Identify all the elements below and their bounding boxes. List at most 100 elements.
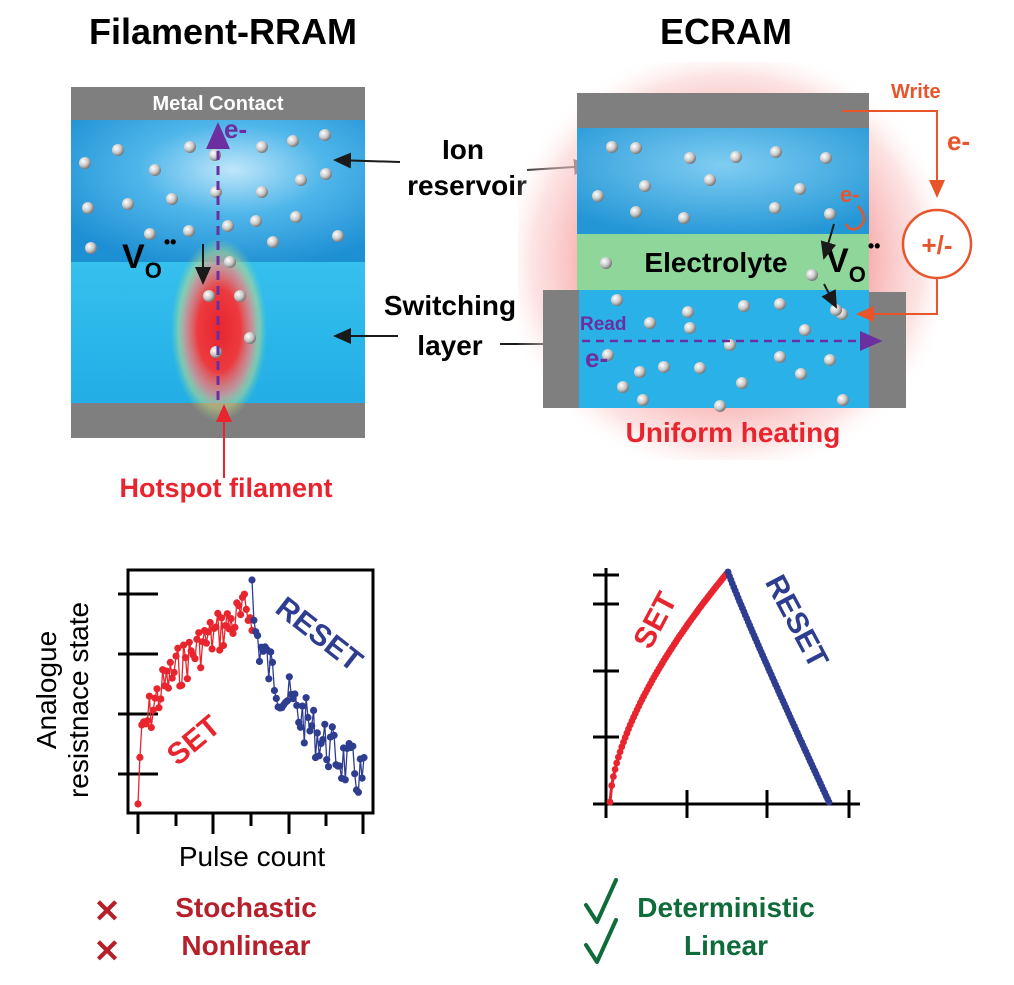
ecram-set-point	[616, 748, 624, 756]
write-wire	[842, 110, 945, 198]
rram-set-point	[183, 675, 191, 683]
rram-set-point	[145, 692, 153, 700]
vacancy-particle	[144, 228, 156, 240]
ion-particle	[630, 206, 642, 218]
vacancy-particle	[290, 211, 302, 223]
rram-set-point	[242, 605, 250, 614]
ion-particle	[837, 394, 849, 406]
ecram-electrolyte-layer	[577, 234, 869, 290]
ecram-device: Electrolyte VO•• e- Read e-	[518, 62, 936, 460]
rram-set-point	[162, 667, 171, 675]
ecram-chart-ticks	[593, 573, 851, 818]
rram-set-point	[204, 628, 212, 636]
uniform-heating-label: Uniform heating	[626, 417, 841, 448]
rram-verdict-mark-2: ✕	[94, 933, 121, 969]
ion-particle	[774, 298, 786, 310]
rram-reset-point	[267, 648, 275, 656]
ion-particle	[806, 269, 818, 281]
rram-set-point	[237, 611, 245, 619]
rram-set-point	[197, 664, 205, 672]
ion-particle	[774, 351, 786, 363]
vacancy-particle	[319, 129, 331, 141]
ion-particle	[600, 257, 612, 269]
vacancy-particle	[244, 332, 256, 344]
rram-set-point	[178, 681, 186, 689]
ion-reservoir-arrow-left	[333, 152, 401, 169]
vacancy-particle	[295, 174, 307, 186]
rram-set-point	[147, 723, 155, 732]
rram-chart: SET RESET Pulse count Analogue resistnac…	[31, 568, 375, 872]
vacancy-particle	[184, 141, 196, 153]
rram-reset-point	[308, 722, 316, 730]
switching-layer-label-line1: Switching	[384, 290, 516, 321]
write-circuit: +/- Write e-	[842, 81, 973, 322]
rram-verdict-stochastic: Stochastic	[175, 892, 317, 923]
rram-top-contact	[71, 87, 365, 120]
ecram-check-1	[584, 878, 618, 924]
rram-chart-frame	[126, 568, 375, 815]
vacancy-particle	[85, 242, 97, 254]
rram-set-point	[170, 668, 178, 677]
ecram-electron-curl	[844, 205, 866, 231]
rram-chart-ticks	[118, 592, 365, 834]
rram-set-point	[191, 655, 199, 663]
vacancy-particle	[222, 220, 234, 232]
rram-set-point	[218, 614, 226, 622]
ecram-reset-point	[825, 798, 833, 806]
rram-reset-point	[285, 673, 293, 681]
ion-particle	[684, 322, 696, 334]
rram-set-point	[149, 706, 157, 714]
rram-reset-point	[315, 752, 323, 760]
rram-chart-series	[134, 576, 368, 808]
ion-particle	[770, 146, 782, 158]
vacancy-particle	[267, 236, 279, 248]
rram-set-point	[208, 645, 216, 653]
ion-particle	[736, 377, 748, 389]
rram-set-point	[155, 704, 163, 712]
ecram-set-point	[610, 773, 617, 780]
rram-reset-point	[351, 770, 359, 778]
ion-particle	[644, 317, 656, 329]
rram-reset-point	[324, 763, 333, 771]
read-label: Read	[580, 314, 626, 335]
read-electron-label: e-	[585, 343, 608, 373]
rram-set-point	[185, 638, 193, 646]
ion-particle	[606, 141, 618, 153]
ecram-small-electron-label: e-	[840, 182, 860, 207]
ecram-set-point	[613, 759, 621, 767]
metal-contact-label: Metal Contact	[152, 93, 283, 115]
electrolyte-label: Electrolyte	[644, 247, 787, 278]
rram-reset-point	[310, 706, 318, 715]
ecram-set-point	[608, 782, 616, 789]
rram-reset-point	[250, 616, 258, 624]
ecram-verdict-deterministic: Deterministic	[637, 892, 814, 923]
vacancy-particle	[332, 230, 344, 242]
ecram-check-2	[584, 918, 618, 964]
vacancy-particle	[210, 346, 222, 358]
rram-set-point	[134, 800, 142, 808]
rram-verdicts: ✕ Stochastic ✕ Nonlinear	[94, 892, 317, 969]
write-label: Write	[891, 81, 941, 103]
rram-set-point	[240, 590, 248, 598]
rram-title: Filament-RRAM	[89, 11, 357, 52]
rram-set-point	[193, 635, 201, 643]
rram-set-point	[231, 623, 239, 632]
ion-particle	[639, 180, 651, 192]
vacancy-particle	[256, 186, 268, 198]
rram-reset-point	[268, 658, 277, 667]
ecram-verdicts: Deterministic Linear	[584, 878, 815, 964]
ecram-ion-reservoir-layer	[577, 128, 869, 234]
rram-electron-label: e-	[224, 114, 247, 144]
rram-set-point	[223, 610, 231, 618]
rram-set-point	[229, 629, 237, 638]
rram-reset-point	[272, 694, 280, 703]
rram-reset-point	[360, 754, 368, 762]
ion-particle	[794, 183, 806, 195]
ion-particle	[682, 306, 694, 318]
ion-particle	[704, 174, 716, 186]
rram-verdict-mark-1: ✕	[94, 893, 121, 929]
rram-reset-point	[321, 720, 329, 728]
ion-particle	[795, 368, 807, 380]
rram-set-point	[202, 639, 210, 647]
rram-set-point	[143, 717, 152, 725]
